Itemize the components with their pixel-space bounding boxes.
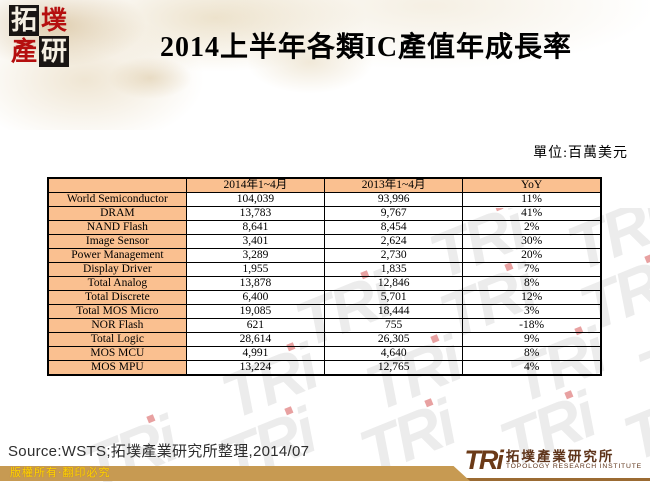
row-value: 13,224 bbox=[185, 360, 326, 376]
seal-char-icon: 墣 bbox=[40, 6, 67, 35]
row-label: Power Management bbox=[47, 248, 187, 263]
row-value: 13,878 bbox=[185, 276, 326, 291]
row-label: Total Analog bbox=[47, 276, 187, 291]
ic-growth-table: 2014年1~4月 2013年1~4月 YoY World Semiconducto… bbox=[47, 177, 602, 376]
column-header: 2014年1~4月 bbox=[185, 177, 326, 193]
row-value: 28,614 bbox=[185, 332, 326, 347]
row-value: 12,846 bbox=[323, 276, 464, 291]
row-value: 3,289 bbox=[185, 248, 326, 263]
row-value: 19,085 bbox=[185, 304, 326, 319]
column-header: YoY bbox=[462, 177, 602, 193]
row-value: 8% bbox=[462, 276, 602, 291]
row-value: 104,039 bbox=[185, 192, 326, 207]
row-value: 93,996 bbox=[323, 192, 464, 207]
row-value: 621 bbox=[185, 318, 326, 333]
row-label: MOS MPU bbox=[47, 360, 187, 376]
table-row: NAND Flash 8,641 8,454 2% bbox=[47, 220, 602, 235]
row-value: 2,624 bbox=[323, 234, 464, 249]
table-row: Image Sensor 3,401 2,624 30% bbox=[47, 234, 602, 249]
table-row: Power Management 3,289 2,730 20% bbox=[47, 248, 602, 263]
row-value: 7% bbox=[462, 262, 602, 277]
row-value: 1,835 bbox=[323, 262, 464, 277]
column-header: 2013年1~4月 bbox=[323, 177, 464, 193]
row-value: 4,640 bbox=[323, 346, 464, 361]
row-label: Image Sensor bbox=[47, 234, 187, 249]
row-label: Display Driver bbox=[47, 262, 187, 277]
row-value: 18,444 bbox=[323, 304, 464, 319]
table-row: Display Driver 1,955 1,835 7% bbox=[47, 262, 602, 277]
row-value: 8,641 bbox=[185, 220, 326, 235]
table-row: Total Analog 13,878 12,846 8% bbox=[47, 276, 602, 291]
row-value: 26,305 bbox=[323, 332, 464, 347]
row-value: 13,783 bbox=[185, 206, 326, 221]
table-header-row: 2014年1~4月 2013年1~4月 YoY bbox=[47, 177, 602, 193]
table-row: Total Logic 28,614 26,305 9% bbox=[47, 332, 602, 347]
row-label: Total Logic bbox=[47, 332, 187, 347]
table-body: World Semiconductor 104,039 93,996 11% DRAM 1… bbox=[47, 192, 602, 376]
table-row: DRAM 13,783 9,767 41% bbox=[47, 206, 602, 221]
row-label: World Semiconductor bbox=[47, 192, 187, 207]
row-label: MOS MCU bbox=[47, 346, 187, 361]
page-title: 2014上半年各類IC產值年成長率 bbox=[159, 32, 573, 63]
row-label: NAND Flash bbox=[47, 220, 187, 235]
row-value: 8,454 bbox=[323, 220, 464, 235]
row-value: 755 bbox=[323, 318, 464, 333]
row-value: 20% bbox=[462, 248, 602, 263]
tri-logo-name-en: TOPOLOGY RESEARCH INSTITUTE bbox=[505, 463, 642, 471]
row-value: 1,955 bbox=[185, 262, 326, 277]
row-value: 5,701 bbox=[323, 290, 464, 305]
tri-watermark-unit: TRi bbox=[628, 309, 650, 411]
row-label: DRAM bbox=[47, 206, 187, 221]
row-value: 6,400 bbox=[185, 290, 326, 305]
row-value: 12,765 bbox=[323, 360, 464, 376]
row-value: 12% bbox=[462, 290, 602, 305]
table-row: NOR Flash 621 755 -18% bbox=[47, 318, 602, 333]
tri-logo-name-cn: 拓墣產業研究所 bbox=[505, 448, 615, 464]
tri-seal-logo: 拓 墣 產 研 bbox=[9, 5, 69, 67]
row-value: 4,991 bbox=[185, 346, 326, 361]
seal-char-icon: 產 bbox=[10, 37, 37, 66]
row-value: -18% bbox=[462, 318, 602, 333]
table-row: Total Discrete 6,400 5,701 12% bbox=[47, 290, 602, 305]
tri-logo-mark-icon: TRi bbox=[464, 445, 503, 475]
table-row: MOS MPU 13,224 12,765 4% bbox=[47, 360, 602, 376]
row-label: Total Discrete bbox=[47, 290, 187, 305]
row-value: 2% bbox=[462, 220, 602, 235]
row-value: 8% bbox=[462, 346, 602, 361]
row-value: 30% bbox=[462, 234, 602, 249]
row-value: 3% bbox=[462, 304, 602, 319]
row-value: 11% bbox=[462, 192, 602, 207]
column-header bbox=[47, 177, 187, 193]
footer-bar: 版權所有‧翻印必究 bbox=[0, 466, 470, 481]
source-line: Source:WSTS;拓墣產業研究所整理,2014/07 bbox=[8, 443, 310, 460]
row-label: NOR Flash bbox=[47, 318, 187, 333]
tri-logo: TRi 拓墣產業研究所 TOPOLOGY RESEARCH INSTITUTE bbox=[464, 447, 642, 474]
unit-label: 單位:百萬美元 bbox=[533, 146, 628, 161]
row-value: 2,730 bbox=[323, 248, 464, 263]
row-value: 9,767 bbox=[323, 206, 464, 221]
seal-char-icon: 研 bbox=[39, 36, 69, 67]
table-row: MOS MCU 4,991 4,640 8% bbox=[47, 346, 602, 361]
row-value: 41% bbox=[462, 206, 602, 221]
copyright-text: 版權所有‧翻印必究 bbox=[10, 467, 111, 479]
row-label: Total MOS Micro bbox=[47, 304, 187, 319]
table-row: World Semiconductor 104,039 93,996 11% bbox=[47, 192, 602, 207]
row-value: 3,401 bbox=[185, 234, 326, 249]
table-row: Total MOS Micro 19,085 18,444 3% bbox=[47, 304, 602, 319]
top-beige-map-texture bbox=[0, 0, 650, 130]
seal-char-icon: 拓 bbox=[9, 5, 39, 36]
row-value: 4% bbox=[462, 360, 602, 376]
row-value: 9% bbox=[462, 332, 602, 347]
